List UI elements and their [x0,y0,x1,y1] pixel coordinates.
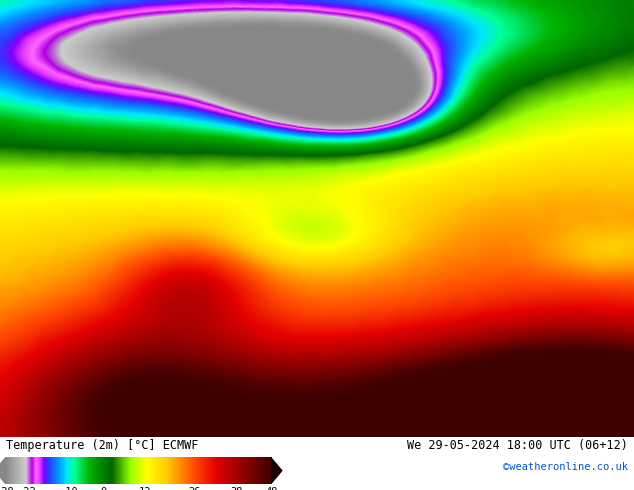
Text: -10: -10 [59,487,77,490]
Text: 0: 0 [100,487,107,490]
Text: 48: 48 [265,487,278,490]
Text: 26: 26 [188,487,200,490]
Polygon shape [271,457,283,484]
Polygon shape [0,457,5,484]
Text: ©weatheronline.co.uk: ©weatheronline.co.uk [503,463,628,472]
Text: 12: 12 [139,487,152,490]
Text: We 29-05-2024 18:00 UTC (06+12): We 29-05-2024 18:00 UTC (06+12) [407,439,628,452]
Text: 38: 38 [230,487,243,490]
Text: Temperature (2m) [°C] ECMWF: Temperature (2m) [°C] ECMWF [6,439,198,452]
Text: -22: -22 [16,487,36,490]
Text: -28: -28 [0,487,15,490]
